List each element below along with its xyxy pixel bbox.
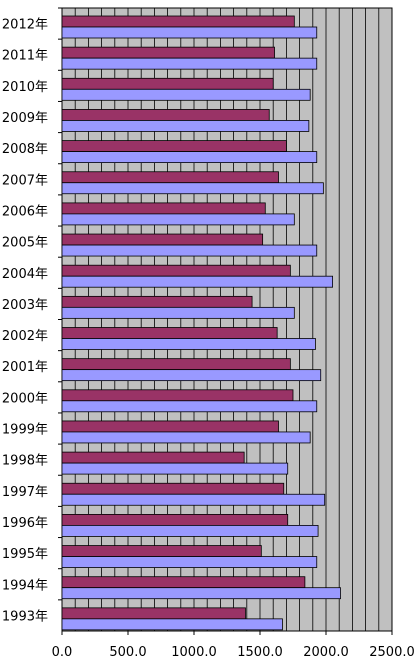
bar-2004年-series-2 <box>61 275 334 288</box>
bar-2006年-series-1 <box>61 202 266 215</box>
bar-2002年-series-1 <box>61 327 278 339</box>
category-label: 1999年 <box>2 423 48 438</box>
category-label: 1994年 <box>2 578 48 593</box>
bar-1995年-series-2 <box>61 556 318 568</box>
bar-2009年-series-1 <box>61 109 270 121</box>
category-label: 2007年 <box>2 173 48 188</box>
bar-1996年-series-2 <box>61 525 319 537</box>
bar-2011年-series-2 <box>61 57 318 70</box>
bar-2009年-series-2 <box>61 120 310 132</box>
bar-2007年-series-2 <box>61 182 324 195</box>
bar-1997年-series-1 <box>61 482 285 495</box>
category-label: 2003年 <box>2 298 48 313</box>
category-labels: 2012年 2011年 2010年 2009年 2008年 2007年 2006年 2005年… <box>2 18 48 625</box>
category-label: 2004年 <box>2 267 48 282</box>
bar-2000年-series-1 <box>61 389 294 402</box>
bar-1998年-series-2 <box>61 462 289 475</box>
category-label: 1997年 <box>2 485 48 500</box>
x-tick-labels: 0.0 500.0 1000.0 1500.0 2000.0 2500.0 <box>52 631 415 660</box>
bar-1993年-series-2 <box>61 618 283 631</box>
bar-1997年-series-2 <box>61 493 326 506</box>
x-tick-label: 500.0 <box>109 645 146 660</box>
bar-2006年-series-2 <box>61 213 295 226</box>
category-label: 2012年 <box>2 18 48 33</box>
bar-2004年-series-1 <box>61 264 291 277</box>
bar-2005年-series-1 <box>61 233 264 246</box>
bar-1993年-series-1 <box>61 607 246 620</box>
category-label: 2000年 <box>2 391 48 406</box>
category-label: 1998年 <box>2 454 48 469</box>
bar-1996年-series-1 <box>61 514 289 526</box>
bar-1994年-series-1 <box>61 576 306 589</box>
bar-2008年-series-1 <box>61 140 287 153</box>
bar-2002年-series-2 <box>61 338 316 350</box>
bar-2008年-series-2 <box>61 151 318 164</box>
bar-2000年-series-2 <box>61 400 318 413</box>
category-label: 2001年 <box>2 360 48 375</box>
category-label: 2008年 <box>2 142 48 157</box>
bar-2012年-series-1 <box>61 15 295 28</box>
category-label: 2011年 <box>2 49 48 64</box>
bar-1994年-series-2 <box>61 587 341 600</box>
category-label: 2006年 <box>2 204 48 219</box>
bar-1999年-series-1 <box>61 420 279 433</box>
category-label: 1996年 <box>2 516 48 531</box>
bar-2003年-series-1 <box>61 295 253 308</box>
x-tick-label: 1000.0 <box>171 645 217 660</box>
category-label: 2009年 <box>2 111 48 126</box>
x-tick-label: 1500.0 <box>237 645 283 660</box>
bars <box>61 15 341 631</box>
category-label: 1993年 <box>2 609 48 624</box>
x-tick-label: 0.0 <box>52 645 73 660</box>
x-tick-label: 2500.0 <box>369 645 415 660</box>
category-label: 2005年 <box>2 236 48 251</box>
bar-2010年-series-1 <box>61 77 274 90</box>
plot-area <box>61 7 393 632</box>
bar-2011年-series-1 <box>61 46 275 59</box>
bar-2007年-series-1 <box>61 171 279 184</box>
bar-2003年-series-2 <box>61 306 295 319</box>
bar-2010年-series-2 <box>61 88 311 101</box>
bar-1999年-series-2 <box>61 431 311 444</box>
bar-2001年-series-2 <box>61 369 322 382</box>
bar-2012年-series-2 <box>61 26 318 39</box>
bar-2005年-series-2 <box>61 244 318 257</box>
bar-2001年-series-1 <box>61 358 291 371</box>
bar-1995年-series-1 <box>61 545 262 557</box>
bar-1998年-series-1 <box>61 451 245 464</box>
category-label: 2002年 <box>2 329 48 344</box>
category-label: 2010年 <box>2 80 48 95</box>
category-label: 1995年 <box>2 547 48 562</box>
x-tick-label: 2000.0 <box>303 645 349 660</box>
